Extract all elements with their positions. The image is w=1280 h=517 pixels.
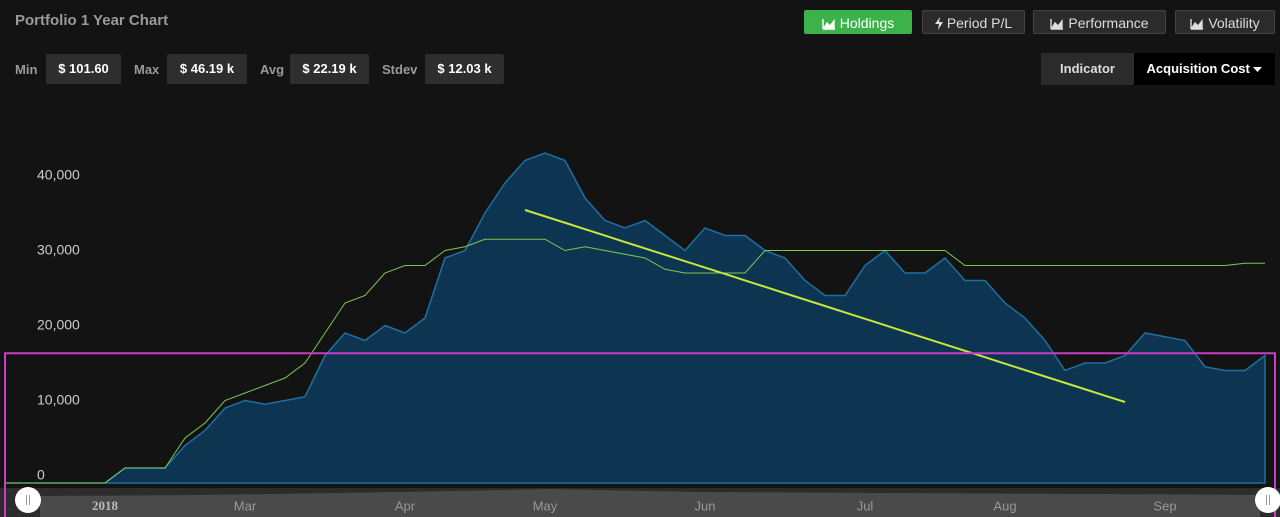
stat-label: Stdev — [382, 62, 418, 77]
tab-label: Performance — [1068, 15, 1149, 31]
icon — [934, 17, 943, 30]
area — [5, 152, 1266, 484]
stat-value: $ 22.19 k — [290, 54, 369, 84]
indicator-dropdown[interactable]: Acquisition Cost — [1134, 53, 1275, 85]
caret — [1253, 67, 1263, 72]
indicator-label[interactable]: Indicator — [1041, 53, 1134, 85]
x-tick-label: Jul — [857, 498, 874, 513]
stat-label: Min — [15, 62, 38, 77]
stat-value: $ 101.60 — [46, 54, 121, 84]
tab-label: Period P/L — [946, 15, 1013, 31]
x-tick-label: May — [533, 498, 558, 513]
y-tick-label: 0 — [37, 467, 45, 483]
tab-button[interactable]: Period P/L — [922, 10, 1025, 34]
icon — [1050, 19, 1064, 30]
tab-button[interactable]: Performance — [1033, 10, 1166, 34]
line — [524, 209, 1126, 403]
stat-label: Avg — [260, 62, 285, 77]
threshold-line — [4, 352, 1276, 517]
y-tick-label: 10,000 — [37, 392, 80, 408]
line — [5, 238, 1265, 484]
x-tick-label: Mar — [234, 498, 257, 513]
tab-label: Volatility — [1208, 15, 1260, 31]
icon — [822, 19, 835, 30]
y-tick-label: 40,000 — [37, 167, 80, 183]
tab-label: Holdings — [839, 15, 895, 31]
tab-button[interactable]: Holdings — [804, 10, 912, 34]
title: Portfolio 1 Year Chart — [15, 12, 169, 29]
icon — [1190, 19, 1204, 30]
x-tick-label: Apr — [395, 498, 416, 513]
x-tick-label: Jun — [695, 498, 716, 513]
x-tick-label: Sep — [1153, 498, 1176, 513]
x-tick-label: Aug — [993, 498, 1016, 513]
tab-button[interactable]: Volatility — [1175, 10, 1275, 34]
navigator-handle[interactable] — [15, 487, 41, 513]
stat-value: $ 12.03 k — [425, 54, 504, 84]
stat-label: Max — [134, 62, 160, 77]
navigator-series — [40, 489, 1260, 517]
stat-value: $ 46.19 k — [167, 54, 247, 84]
navigator-handle[interactable] — [1255, 487, 1280, 513]
dropdown-value: Acquisition Cost — [1146, 61, 1250, 76]
y-tick-label: 20,000 — [37, 317, 80, 333]
y-tick-label: 30,000 — [37, 242, 80, 258]
x-tick-label: 2018 — [92, 498, 119, 513]
